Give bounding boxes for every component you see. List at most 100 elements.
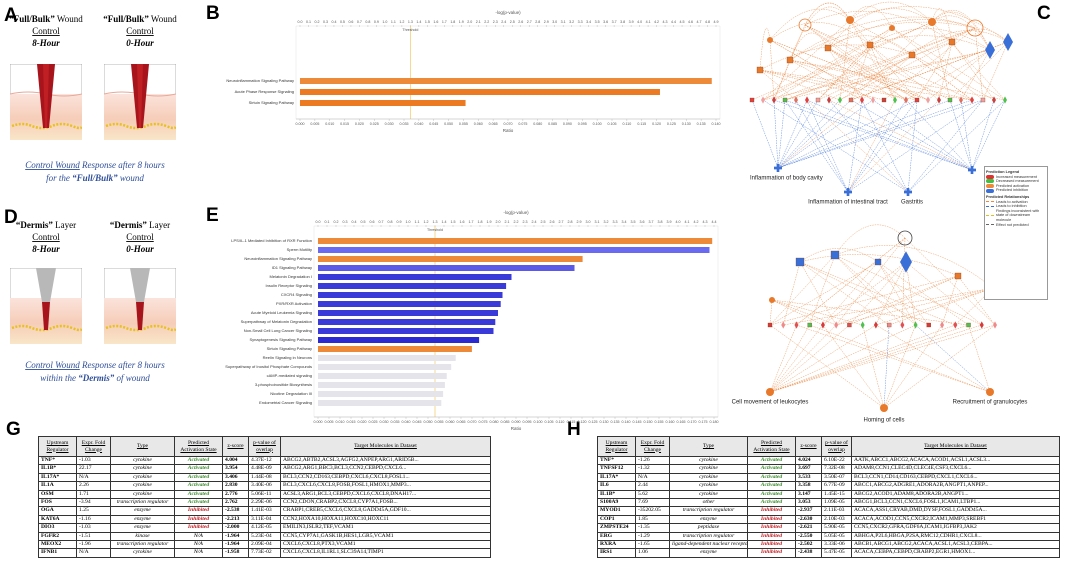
table-cell: ACSL3,ARG1,BCL3,CEBPD,CXCL6,CXCL8,DNAH17…: [280, 489, 491, 500]
legend-line: [986, 205, 994, 207]
table-cell: 1.25: [76, 506, 111, 516]
network-edge: [769, 324, 824, 393]
bottom-tick-label: 0.065: [457, 420, 466, 424]
network-node: [766, 388, 774, 396]
title-part: “Dermis”: [16, 220, 53, 230]
network-node: [815, 97, 821, 103]
bottom-tick-label: 0.090: [512, 420, 521, 424]
top-tick-label: 1.6: [433, 20, 438, 24]
top-tick-label: 0.7: [357, 20, 362, 24]
table-cell: ADAM8,CCN1,CLEC4D,CLEC4E,CSF3,CXCL6...: [851, 464, 1060, 474]
bottom-tick-label: 0.030: [385, 122, 394, 126]
network-label: Homing of cells: [863, 418, 904, 424]
bar: [318, 364, 452, 370]
network-edge: [869, 35, 991, 51]
image-time: 8-Hour: [32, 244, 60, 254]
table-cell: RXRA: [597, 540, 636, 550]
caption-part: of wound: [114, 373, 150, 383]
bottom-tick-label: 0.025: [369, 420, 378, 424]
network-node: [968, 166, 977, 175]
table-cell: Activated: [747, 481, 796, 491]
table-cell: 3.40E-06: [248, 481, 281, 491]
network-edge: [771, 299, 969, 326]
table-cell: 6.10E-22: [821, 455, 852, 466]
bottom-tick-label: 0.005: [325, 420, 334, 424]
bottom-tick-label: 0.080: [533, 122, 542, 126]
table-cell: enzyme: [669, 548, 748, 558]
bottom-tick-label: 0.095: [578, 122, 587, 126]
bottom-tick-label: 0.035: [400, 122, 409, 126]
table-row: DIO3 -1.03 enzyme Inhibited -2.000 4.12E-05 EM…: [38, 523, 491, 533]
caption-part: for the: [46, 173, 72, 183]
table-cell: CCN5,CYP7A1,GASK1B,HES1,LGR5,VCAM1: [280, 531, 491, 542]
network-node: [966, 322, 971, 328]
panel-letter: B: [206, 3, 220, 24]
network-edge: [927, 49, 991, 101]
title-part: Wound: [149, 14, 177, 24]
network-edge: [777, 99, 863, 169]
table-cell: 2.776: [222, 489, 249, 500]
table-cell: 3.358: [795, 481, 822, 491]
legend-text: Effect not predicted: [996, 222, 1029, 227]
network-edge: [847, 99, 984, 193]
bottom-tick-label: 0.120: [578, 420, 587, 424]
table-cell: kinase: [110, 531, 175, 542]
table-cell: 4.48E-09: [248, 464, 281, 474]
table-cell: 1.71: [76, 489, 111, 500]
network-edge: [769, 254, 836, 326]
top-tick-label: 3.9: [667, 220, 672, 224]
top-tick-label: 3.1: [561, 20, 566, 24]
bottom-tick-label: 0.130: [682, 122, 691, 126]
top-axis-label: -log(p-value): [503, 210, 529, 215]
bar: [318, 283, 507, 289]
network-edge: [769, 324, 837, 393]
network-edge: [827, 8, 933, 49]
network-edge: [777, 99, 808, 169]
table-cell: 3.954: [222, 464, 249, 474]
table-row: IL1B* 5.62 cytokine Activated 3.147 1.45E-15 A…: [597, 489, 1060, 500]
header-cell: Type: [110, 436, 175, 457]
network-edge: [847, 99, 896, 193]
table-cell: 3.147: [795, 489, 822, 500]
top-tick-label: 4.2: [654, 20, 659, 24]
network-node: [830, 250, 840, 260]
top-tick-label: 0.7: [379, 220, 384, 224]
table-cell: N/A: [174, 540, 223, 550]
table-cell: transcription regulator: [110, 540, 175, 550]
bottom-tick-label: 0.160: [666, 420, 675, 424]
top-tick-label: 2.2: [514, 220, 519, 224]
top-tick-label: 4.5: [680, 20, 685, 24]
header-cell: Upstream Regulator: [597, 436, 636, 457]
network-label: Inflammation of body cavity: [750, 176, 823, 182]
legend-swatch: [986, 188, 994, 193]
network-edge: [905, 49, 991, 101]
network-edge: [769, 8, 851, 41]
network-edge: [796, 324, 991, 393]
network-node: [937, 96, 941, 104]
network-edge: [773, 27, 893, 101]
network-node: [769, 297, 775, 303]
table-cell: -2.550: [795, 531, 822, 542]
network-edge: [875, 261, 907, 326]
table-cell: 1.85: [635, 514, 670, 525]
table-cell: 4.37E-12: [248, 455, 281, 466]
bottom-tick-label: 0.045: [413, 420, 422, 424]
legend-title: Predicted Relationships: [986, 194, 1030, 199]
table-cell: transcription regulator: [669, 531, 748, 542]
top-tick-label: 2.5: [510, 20, 515, 24]
table-row: OGA 1.25 enzyme Inhibited -2.538 1.41E-03 CRAB…: [38, 506, 491, 516]
network-edge: [828, 54, 913, 101]
table-cell: 2.762: [222, 498, 249, 508]
table-cell: ABCG2,ARG1,BBC3,BCL3,CCN2,CEBPD,CXCL6...: [280, 464, 491, 474]
bar: [300, 100, 466, 106]
network-edge: [822, 324, 885, 409]
table-cell: CXCL6,CXCL8,PTX3,VCAM1: [280, 540, 491, 550]
network-node: [980, 97, 986, 103]
table-cell: IFNB1: [38, 548, 77, 558]
table-cell: Inhibited: [747, 523, 796, 533]
network-edge: [804, 11, 953, 43]
network-edge: [822, 261, 879, 326]
table-cell: IL17A*: [38, 472, 77, 483]
bottom-tick-label: 0.135: [697, 122, 706, 126]
